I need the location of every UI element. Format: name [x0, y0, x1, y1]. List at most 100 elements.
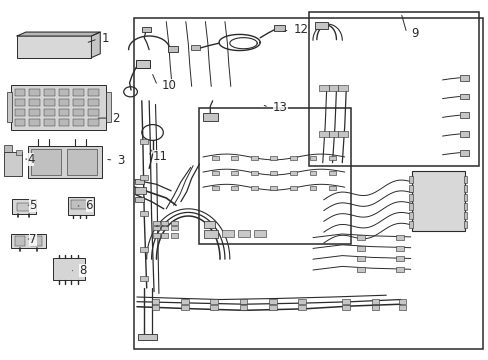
Bar: [356, 256, 364, 261]
Bar: [135, 197, 143, 202]
Bar: [270, 171, 277, 175]
Text: 10: 10: [161, 79, 176, 92]
Polygon shape: [17, 32, 100, 36]
Bar: [140, 211, 147, 216]
Bar: [210, 299, 218, 304]
Bar: [211, 171, 218, 175]
Bar: [222, 230, 234, 237]
Bar: [309, 171, 316, 175]
Bar: [106, 92, 111, 122]
Bar: [328, 186, 335, 190]
Text: 6: 6: [85, 199, 93, 212]
Bar: [315, 22, 327, 29]
Bar: [59, 99, 69, 106]
Bar: [135, 187, 145, 194]
Bar: [463, 194, 467, 201]
Bar: [411, 171, 464, 231]
Bar: [59, 119, 69, 126]
Bar: [7, 92, 12, 122]
Bar: [328, 131, 338, 137]
Text: 4: 4: [27, 153, 34, 166]
Bar: [408, 221, 412, 228]
Bar: [142, 27, 150, 32]
Bar: [342, 299, 349, 304]
Bar: [17, 36, 91, 58]
Bar: [15, 119, 25, 126]
Bar: [167, 46, 177, 52]
Bar: [204, 221, 215, 228]
Bar: [73, 99, 84, 106]
Bar: [408, 212, 412, 219]
Bar: [203, 113, 217, 121]
Bar: [136, 60, 149, 68]
Bar: [31, 149, 61, 175]
Text: 5: 5: [29, 199, 37, 212]
Bar: [239, 299, 247, 304]
Bar: [73, 89, 84, 96]
Bar: [181, 305, 188, 310]
Bar: [356, 267, 364, 272]
Bar: [68, 197, 94, 215]
Bar: [140, 139, 147, 144]
Bar: [53, 258, 84, 280]
Bar: [31, 236, 42, 246]
Bar: [463, 212, 467, 219]
Bar: [29, 89, 40, 96]
Bar: [15, 89, 25, 96]
Bar: [298, 305, 305, 310]
Bar: [29, 119, 40, 126]
Bar: [408, 185, 412, 192]
Bar: [15, 109, 25, 116]
Bar: [238, 230, 249, 237]
Bar: [239, 305, 247, 310]
Bar: [134, 18, 482, 349]
Bar: [153, 221, 160, 225]
Bar: [135, 179, 143, 184]
Bar: [199, 108, 350, 244]
Text: 1: 1: [102, 32, 109, 45]
Bar: [231, 186, 238, 190]
Bar: [181, 299, 188, 304]
Bar: [44, 119, 55, 126]
Bar: [28, 146, 102, 178]
Bar: [328, 156, 335, 160]
Bar: [408, 176, 412, 183]
Bar: [250, 156, 257, 160]
Bar: [171, 226, 178, 230]
Bar: [338, 131, 347, 137]
Bar: [153, 226, 160, 230]
Bar: [44, 99, 55, 106]
Bar: [44, 109, 55, 116]
Bar: [356, 246, 364, 251]
Bar: [463, 185, 467, 192]
Bar: [273, 25, 284, 31]
Bar: [44, 89, 55, 96]
Bar: [395, 267, 403, 272]
Bar: [151, 305, 159, 310]
Bar: [17, 203, 31, 211]
Bar: [140, 175, 147, 180]
Bar: [204, 230, 218, 238]
Bar: [395, 256, 403, 261]
Bar: [171, 233, 178, 238]
Text: 7: 7: [29, 233, 37, 246]
Bar: [328, 85, 338, 91]
Bar: [190, 45, 199, 50]
Bar: [459, 112, 468, 118]
Bar: [88, 99, 99, 106]
Bar: [171, 221, 178, 225]
Text: 3: 3: [117, 154, 124, 167]
Bar: [463, 203, 467, 210]
Bar: [270, 186, 277, 190]
Bar: [59, 109, 69, 116]
Bar: [463, 176, 467, 183]
Bar: [268, 305, 276, 310]
Bar: [395, 235, 403, 240]
Bar: [11, 234, 46, 248]
Bar: [298, 299, 305, 304]
Bar: [161, 233, 168, 238]
Bar: [463, 221, 467, 228]
Bar: [15, 236, 25, 246]
Bar: [309, 186, 316, 190]
Bar: [161, 226, 168, 230]
